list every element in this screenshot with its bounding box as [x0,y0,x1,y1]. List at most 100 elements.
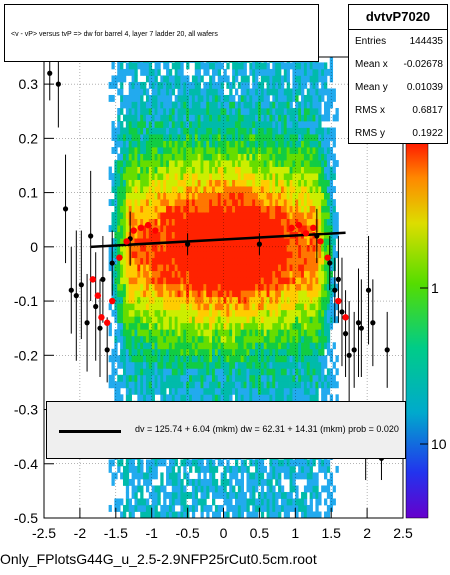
heatmap-cell [315,348,319,356]
heatmap-cell [206,296,210,304]
heatmap-cell [234,231,239,239]
heatmap-cell [266,498,270,506]
heatmap-cell [275,355,279,363]
heatmap-cell [117,387,121,395]
heatmap-cell [209,192,213,200]
heatmap-cell [220,348,224,356]
heatmap-cell [145,75,150,83]
heatmap-cell [278,75,282,83]
heatmap-cell [200,244,204,252]
heatmap-cell [122,309,127,317]
heatmap-cell [148,296,153,304]
heatmap-cell [223,478,227,486]
heatmap-cell [214,160,219,167]
heatmap-cell [309,251,313,259]
heatmap-cell [128,511,132,518]
heatmap-cell [237,121,242,128]
heatmap-cell [203,348,207,356]
heatmap-cell [189,121,193,128]
heatmap-cell [232,309,236,317]
heatmap-cell [203,485,207,493]
heatmap-cell [318,62,322,70]
heatmap-cell [194,465,199,473]
heatmap-cell [237,374,242,382]
heatmap-cell [240,290,244,298]
heatmap-cell [160,225,164,233]
heatmap-cell [160,322,164,330]
heatmap-cell [252,504,256,512]
heatmap-cell [154,153,158,161]
heatmap-cell [203,277,207,285]
heatmap-cell [186,192,190,200]
heatmap-cell [318,342,322,350]
heatmap-cell [125,140,130,148]
heatmap-cell [272,303,276,311]
heatmap-cell [120,160,124,167]
heatmap-cell [194,374,199,382]
heatmap-cell [128,88,132,96]
heatmap-cell [189,251,193,259]
heatmap-cell [243,335,247,343]
heatmap-cell [168,335,173,343]
heatmap-cell [272,309,276,317]
heatmap-cell [166,166,170,174]
heatmap-cell [122,290,127,298]
heatmap-cell [303,348,308,356]
heatmap-cell [154,62,158,70]
heatmap-cell [214,361,219,369]
heatmap-cell [145,329,150,337]
heatmap-cell [229,394,233,402]
heatmap-cell [122,127,127,135]
heatmap-cell [122,329,127,337]
heatmap-cell [263,225,267,233]
heatmap-cell [206,491,210,499]
heatmap-cell [160,140,164,148]
heatmap-cell [125,309,130,317]
heatmap-cell [163,387,167,395]
heatmap-cell [252,88,256,96]
heatmap-cell [151,173,155,180]
heatmap-cell [191,303,196,311]
heatmap-cell [303,81,308,89]
heatmap-cell [280,238,285,246]
heatmap-cell [229,231,233,239]
heatmap-cell [174,134,178,141]
heatmap-cell [286,316,290,324]
heatmap-cell [154,134,158,141]
heatmap-cell [255,303,259,311]
heatmap-cell [252,335,256,343]
heatmap-cell [249,335,253,343]
heatmap-cell [278,121,282,128]
heatmap-cell [171,355,176,363]
heatmap-cell [148,381,153,389]
heatmap-cell [117,277,121,285]
heatmap-cell [309,238,313,246]
heatmap-cell [163,179,167,187]
heatmap-cell [177,329,181,337]
heatmap-cell [252,81,256,89]
heatmap-cell [137,173,141,180]
heatmap-cell [243,121,247,128]
heatmap-cell [278,94,282,102]
heatmap-cell [177,166,181,174]
heatmap-cell [298,472,302,480]
heatmap-cell [143,472,147,480]
heatmap-cell [194,251,199,259]
heatmap-cell [217,381,222,389]
heatmap-cell [197,387,201,395]
heatmap-cell [122,472,127,480]
heatmap-cell [177,316,181,324]
heatmap-cell [312,264,316,272]
heatmap-cell [303,257,308,265]
heatmap-cell [280,264,285,272]
heatmap-cell [189,173,193,180]
heatmap-cell [220,101,224,109]
heatmap-cell [114,251,118,259]
heatmap-cell [200,309,204,317]
heatmap-cell [275,107,279,115]
heatmap-cell [249,348,253,356]
heatmap-cell [301,127,305,135]
heatmap-cell [306,478,311,486]
heatmap-cell [275,179,279,187]
heatmap-cell [223,257,227,265]
